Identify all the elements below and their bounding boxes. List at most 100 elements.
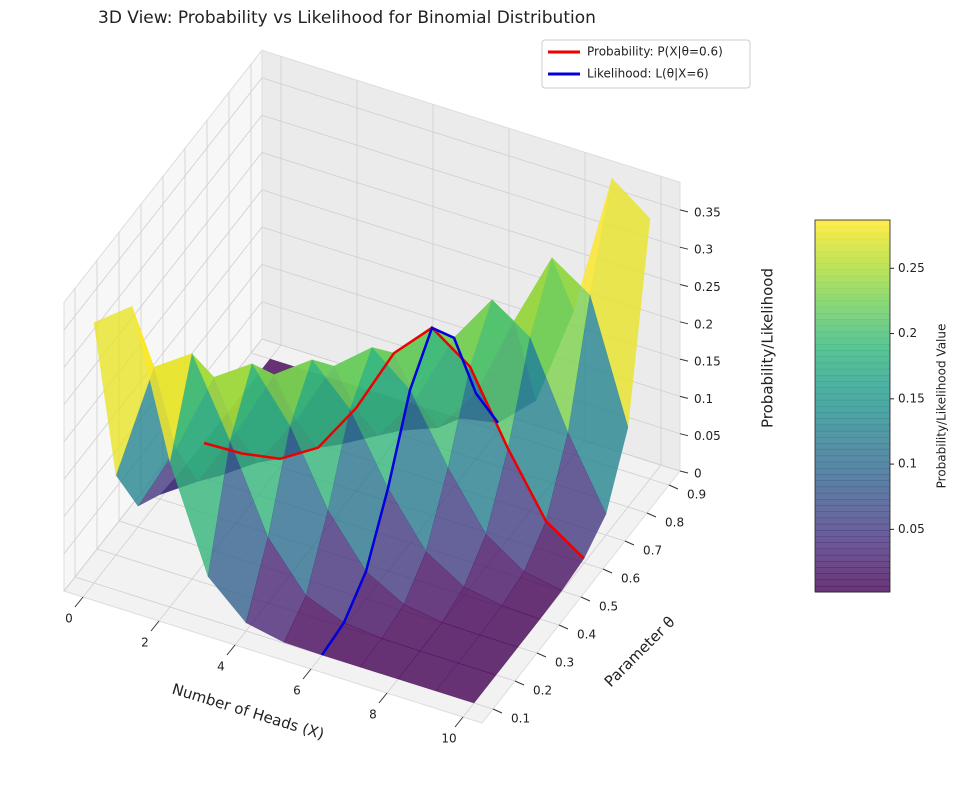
colorbar-tick-label: 0.15 <box>898 391 925 405</box>
y-tick-label: 0.3 <box>555 656 574 670</box>
x-tick <box>74 596 84 608</box>
colorbar-segment <box>815 517 890 525</box>
colorbar-segment <box>815 313 890 320</box>
z-tick <box>679 246 689 250</box>
colorbar-segment <box>815 579 890 587</box>
colorbar-segment <box>815 344 890 351</box>
colorbar-segment <box>815 567 890 574</box>
colorbar-segment <box>815 387 890 395</box>
colorbar-segment <box>815 585 890 593</box>
y-tick <box>492 708 503 714</box>
z-tick-label: 0 <box>694 467 702 481</box>
colorbar-segment <box>815 418 890 426</box>
colorbar-segment <box>815 449 890 457</box>
colorbar-segment <box>815 300 890 308</box>
colorbar-segment <box>815 238 890 246</box>
colorbar-segment <box>815 244 890 252</box>
colorbar-segment <box>815 337 890 345</box>
x-tick-label: 4 <box>217 660 225 674</box>
colorbar-segment <box>815 375 890 382</box>
colorbar-segment <box>815 486 890 494</box>
y-tick-label: 0.2 <box>533 684 552 698</box>
y-tick-label: 0.8 <box>665 516 684 530</box>
colorbar-segment <box>815 406 890 413</box>
colorbar-segment <box>815 356 890 364</box>
y-tick <box>602 568 613 574</box>
y-tick <box>646 512 657 518</box>
colorbar-tick-label: 0.1 <box>898 457 917 471</box>
x-tick <box>150 620 160 632</box>
x-tick-label: 6 <box>293 684 301 698</box>
y-tick-label: 0.6 <box>621 572 640 586</box>
x-tick <box>302 668 312 680</box>
y-tick-label: 0.5 <box>599 600 618 614</box>
colorbar-segment <box>815 288 890 295</box>
colorbar-segment <box>815 393 890 401</box>
colorbar-segment <box>815 523 890 531</box>
grid-line <box>63 226 263 480</box>
y-tick-label: 0.9 <box>687 488 706 502</box>
y-tick <box>558 624 569 630</box>
grid-line <box>63 152 263 405</box>
colorbar-segment <box>815 505 890 512</box>
z-axis-label: Probability/Likelihood <box>759 268 777 428</box>
y-tick-label: 0.4 <box>577 628 596 642</box>
y-axis-label: Parameter θ <box>601 613 679 691</box>
colorbar-segment <box>815 331 890 339</box>
colorbar-segment <box>815 437 890 444</box>
colorbar-segment <box>815 263 890 271</box>
z-tick <box>679 284 689 287</box>
colorbar-segment <box>815 362 890 370</box>
colorbar-segment <box>815 542 890 550</box>
colorbar-segment <box>815 468 890 475</box>
y-tick <box>580 596 591 602</box>
z-tick <box>679 470 689 474</box>
likelihood-line <box>320 326 500 656</box>
x-tick-label: 8 <box>369 708 377 722</box>
colorbar-tick-label: 0.25 <box>898 261 925 275</box>
colorbar-segment <box>815 399 890 407</box>
x-tick <box>226 644 236 656</box>
colorbar-segment <box>815 492 890 500</box>
colorbar-segment <box>815 424 890 432</box>
colorbar-segment <box>815 226 890 233</box>
colorbar-segment <box>815 443 890 450</box>
x-tick-label: 0 <box>65 612 73 626</box>
legend-label: Likelihood: L(θ|X=6) <box>587 67 709 81</box>
z-tick <box>679 433 689 437</box>
colorbar-tick-label: 0.2 <box>898 326 917 340</box>
probability-line <box>203 326 585 560</box>
colorbar-segment <box>815 536 890 543</box>
x-tick <box>454 716 464 728</box>
chart-title: 3D View: Probability vs Likelihood for B… <box>98 8 596 28</box>
x-tick-label: 10 <box>441 732 456 746</box>
z-tick-label: 0.3 <box>694 243 713 257</box>
colorbar-segment <box>815 220 890 227</box>
colorbar-segment <box>815 257 890 264</box>
x-tick <box>378 692 388 704</box>
z-tick-label: 0.25 <box>694 280 721 294</box>
colorbar-label: Probability/Likelihood Value <box>935 324 949 489</box>
colorbar-segment <box>815 306 890 314</box>
colorbar-segment <box>815 548 890 556</box>
colorbar-segment <box>815 430 890 438</box>
colorbar-frame <box>814 219 891 593</box>
colorbar-segment <box>815 282 890 289</box>
colorbar-segment <box>815 368 890 376</box>
x-axis-label: Number of Heads (X) <box>170 680 326 743</box>
colorbar-tick-label: 0.05 <box>898 522 925 536</box>
y-tick <box>624 540 635 546</box>
colorbar-segment <box>815 251 890 258</box>
legend-box <box>541 39 751 89</box>
y-tick <box>536 652 547 658</box>
colorbar-segment <box>815 319 890 326</box>
colorbar-segment <box>815 350 890 357</box>
grid-line <box>63 77 263 331</box>
colorbar-segment <box>815 275 890 283</box>
surface-facet <box>435 662 497 704</box>
z-tick-label: 0.1 <box>694 392 713 406</box>
colorbar-segment <box>815 561 890 568</box>
y-tick-label: 0.1 <box>511 712 530 726</box>
legend-label: Probability: P(X|θ=0.6) <box>587 45 723 59</box>
